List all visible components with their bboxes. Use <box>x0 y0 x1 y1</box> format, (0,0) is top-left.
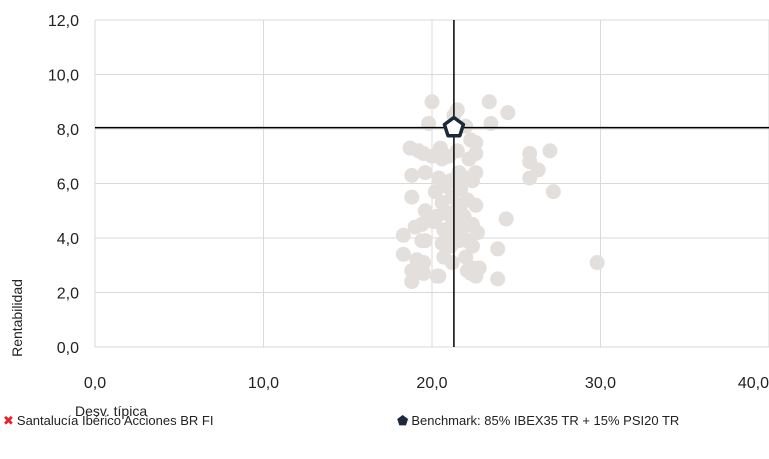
peer-point <box>483 116 499 132</box>
y-tick-label: 8,0 <box>57 122 79 139</box>
peer-point <box>471 260 487 276</box>
peer-point <box>498 211 514 227</box>
pentagon-icon: ⬟ <box>397 413 409 428</box>
peer-point <box>404 189 420 205</box>
peer-point <box>500 105 516 121</box>
peer-point <box>417 203 433 219</box>
peer-point <box>404 167 420 183</box>
y-tick-label: 10,0 <box>48 68 79 85</box>
peer-point <box>407 219 423 235</box>
peer-point <box>395 246 411 262</box>
legend-item-fund: ✖ Santalucía Ibérico Acciones BR FI <box>3 413 213 429</box>
grid-lines <box>94 19 769 348</box>
peer-point <box>424 94 440 110</box>
peer-point <box>414 233 430 249</box>
peer-point <box>468 146 484 162</box>
y-tick-label: 12,0 <box>48 13 79 30</box>
peer-point <box>458 249 474 265</box>
peer-point <box>545 184 561 200</box>
x-tick-label: 30,0 <box>585 375 616 392</box>
peer-point <box>481 94 497 110</box>
y-tick-label: 0,0 <box>57 340 79 357</box>
peer-point <box>417 165 433 181</box>
peer-point <box>490 241 506 257</box>
peer-point <box>542 143 558 159</box>
x-tick-label: 40,0 <box>738 375 769 392</box>
peer-point <box>421 116 437 132</box>
peer-point <box>589 255 605 271</box>
peer-point <box>444 255 460 271</box>
x-tick-label: 20,0 <box>416 375 447 392</box>
reference-lines <box>95 20 769 347</box>
benchmark-point <box>442 115 466 138</box>
peer-point <box>468 197 484 213</box>
legend-benchmark-label: Benchmark: 85% IBEX35 TR + 15% PSI20 TR <box>411 413 680 428</box>
peer-point <box>404 263 420 279</box>
x-tick-label: 10,0 <box>248 375 279 392</box>
peer-point <box>416 265 432 281</box>
peer-points <box>395 94 605 290</box>
peer-point <box>426 214 442 230</box>
red-x-icon: ✖ <box>3 413 14 428</box>
peer-point <box>402 140 418 156</box>
benchmark-marker <box>442 115 466 138</box>
peer-point <box>429 268 445 284</box>
legend-item-benchmark: ⬟ Benchmark: 85% IBEX35 TR + 15% PSI20 TR <box>397 413 679 429</box>
y-tick-label: 6,0 <box>57 177 79 194</box>
y-tick-label: 2,0 <box>57 286 79 303</box>
y-tick-label: 4,0 <box>57 231 79 248</box>
peer-point <box>464 173 480 189</box>
peer-point <box>469 225 485 241</box>
peer-point <box>395 227 411 243</box>
legend-fund-label: Santalucía Ibérico Acciones BR FI <box>16 413 214 428</box>
tick-labels: 0,0 2,0 4,0 6,0 8,0 10,0 12,0 0,0 10,0 20,0 30,0 40… <box>48 13 769 392</box>
x-axis-title: Desv. típica <box>75 403 147 419</box>
y-axis-title: Rentabilidad <box>9 279 25 357</box>
x-tick-label: 0,0 <box>84 375 106 392</box>
peer-point <box>416 255 432 271</box>
peer-point <box>451 233 467 249</box>
peer-point <box>404 274 420 290</box>
peer-point <box>468 135 484 151</box>
peer-point <box>490 271 506 287</box>
peer-point <box>522 170 538 186</box>
peer-point <box>464 238 480 254</box>
